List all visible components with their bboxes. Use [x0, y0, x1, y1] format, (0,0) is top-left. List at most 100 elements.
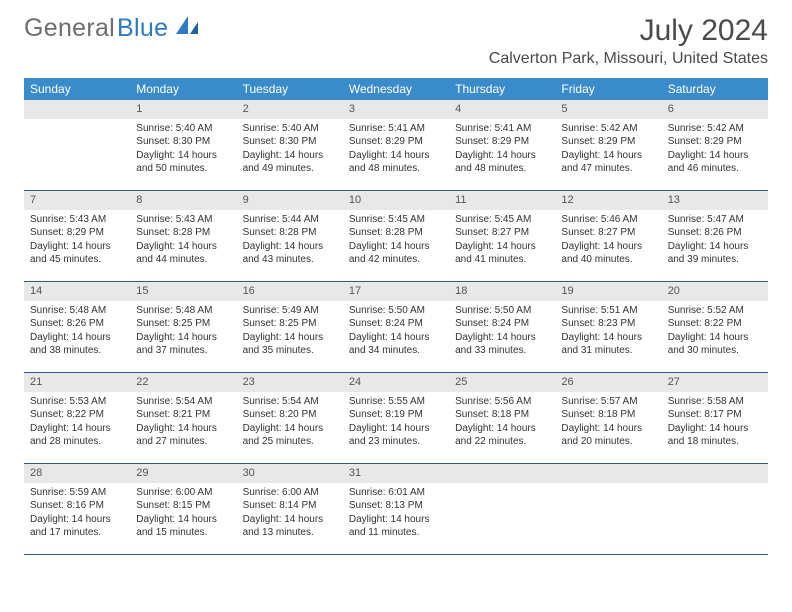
calendar-day-cell: 29Sunrise: 6:00 AMSunset: 8:15 PMDayligh…	[130, 464, 236, 554]
day-detail-line: Sunset: 8:17 PM	[668, 408, 762, 422]
calendar-day-cell: 4Sunrise: 5:41 AMSunset: 8:29 PMDaylight…	[449, 100, 555, 190]
day-detail-line: and 11 minutes.	[349, 526, 443, 540]
day-detail-line: Sunrise: 5:56 AM	[455, 395, 549, 409]
day-detail-line: Daylight: 14 hours	[561, 331, 655, 345]
calendar-header-cell: Tuesday	[237, 78, 343, 100]
day-detail-line: Sunrise: 5:51 AM	[561, 304, 655, 318]
day-number: 9	[237, 191, 343, 210]
day-detail-line: Sunset: 8:13 PM	[349, 499, 443, 513]
day-detail-line: Daylight: 14 hours	[349, 331, 443, 345]
calendar-header-cell: Monday	[130, 78, 236, 100]
calendar-day-cell: 9Sunrise: 5:44 AMSunset: 8:28 PMDaylight…	[237, 191, 343, 281]
day-detail-line: and 38 minutes.	[30, 344, 124, 358]
calendar-day-cell: 11Sunrise: 5:45 AMSunset: 8:27 PMDayligh…	[449, 191, 555, 281]
calendar-day-cell: 3Sunrise: 5:41 AMSunset: 8:29 PMDaylight…	[343, 100, 449, 190]
logo: GeneralBlue	[24, 14, 200, 43]
calendar-day-cell: 6Sunrise: 5:42 AMSunset: 8:29 PMDaylight…	[662, 100, 768, 190]
day-detail-line: and 45 minutes.	[30, 253, 124, 267]
day-number: 15	[130, 282, 236, 301]
day-detail-line: Sunset: 8:19 PM	[349, 408, 443, 422]
day-detail-line: Daylight: 14 hours	[30, 513, 124, 527]
day-detail-line: Sunset: 8:29 PM	[455, 135, 549, 149]
day-detail-line: Daylight: 14 hours	[349, 513, 443, 527]
day-number: 27	[662, 373, 768, 392]
day-detail-line: Sunset: 8:25 PM	[136, 317, 230, 331]
logo-text-b: Blue	[117, 14, 168, 43]
day-detail-line: and 37 minutes.	[136, 344, 230, 358]
day-detail-line: Sunrise: 5:42 AM	[668, 122, 762, 136]
calendar-header-row: SundayMondayTuesdayWednesdayThursdayFrid…	[24, 78, 768, 100]
day-detail-line: and 30 minutes.	[668, 344, 762, 358]
day-detail-line: Sunset: 8:16 PM	[30, 499, 124, 513]
day-detail-line: Daylight: 14 hours	[668, 331, 762, 345]
day-detail-line: and 27 minutes.	[136, 435, 230, 449]
day-number: 14	[24, 282, 130, 301]
day-detail-line: Sunrise: 5:48 AM	[30, 304, 124, 318]
page-subtitle: Calverton Park, Missouri, United States	[24, 50, 768, 68]
day-detail-line: Daylight: 14 hours	[455, 240, 549, 254]
calendar-header-cell: Wednesday	[343, 78, 449, 100]
day-number-empty	[555, 464, 661, 483]
day-detail-line: Daylight: 14 hours	[243, 422, 337, 436]
day-detail-line: and 48 minutes.	[455, 162, 549, 176]
day-detail-line: Daylight: 14 hours	[668, 422, 762, 436]
day-detail-line: Sunset: 8:18 PM	[455, 408, 549, 422]
calendar-week-row: 21Sunrise: 5:53 AMSunset: 8:22 PMDayligh…	[24, 373, 768, 464]
day-detail-line: Sunset: 8:30 PM	[243, 135, 337, 149]
day-detail-line: Daylight: 14 hours	[136, 422, 230, 436]
day-detail-line: Daylight: 14 hours	[455, 422, 549, 436]
day-detail-line: Sunrise: 5:45 AM	[349, 213, 443, 227]
calendar-day-cell: 22Sunrise: 5:54 AMSunset: 8:21 PMDayligh…	[130, 373, 236, 463]
calendar-day-empty	[555, 464, 661, 554]
calendar-day-cell: 13Sunrise: 5:47 AMSunset: 8:26 PMDayligh…	[662, 191, 768, 281]
calendar-day-cell: 19Sunrise: 5:51 AMSunset: 8:23 PMDayligh…	[555, 282, 661, 372]
calendar-week-row: 7Sunrise: 5:43 AMSunset: 8:29 PMDaylight…	[24, 191, 768, 282]
calendar-header-cell: Thursday	[449, 78, 555, 100]
calendar-body: 1Sunrise: 5:40 AMSunset: 8:30 PMDaylight…	[24, 100, 768, 555]
day-detail-line: and 15 minutes.	[136, 526, 230, 540]
calendar-day-cell: 8Sunrise: 5:43 AMSunset: 8:28 PMDaylight…	[130, 191, 236, 281]
day-detail-line: Sunset: 8:27 PM	[561, 226, 655, 240]
day-detail-line: Sunrise: 5:48 AM	[136, 304, 230, 318]
day-detail-line: Sunset: 8:28 PM	[243, 226, 337, 240]
calendar-day-cell: 14Sunrise: 5:48 AMSunset: 8:26 PMDayligh…	[24, 282, 130, 372]
day-detail-line: Sunrise: 5:43 AM	[30, 213, 124, 227]
day-detail-line: Daylight: 14 hours	[561, 149, 655, 163]
calendar-week-row: 28Sunrise: 5:59 AMSunset: 8:16 PMDayligh…	[24, 464, 768, 555]
day-detail-line: Sunrise: 6:01 AM	[349, 486, 443, 500]
calendar-header-cell: Sunday	[24, 78, 130, 100]
day-detail-line: Sunrise: 6:00 AM	[136, 486, 230, 500]
calendar-day-cell: 24Sunrise: 5:55 AMSunset: 8:19 PMDayligh…	[343, 373, 449, 463]
day-detail-line: and 35 minutes.	[243, 344, 337, 358]
day-detail-line: and 39 minutes.	[668, 253, 762, 267]
calendar-day-cell: 31Sunrise: 6:01 AMSunset: 8:13 PMDayligh…	[343, 464, 449, 554]
day-detail-line: and 34 minutes.	[349, 344, 443, 358]
day-detail-line: Sunset: 8:29 PM	[668, 135, 762, 149]
calendar-day-cell: 25Sunrise: 5:56 AMSunset: 8:18 PMDayligh…	[449, 373, 555, 463]
day-detail-line: Sunrise: 5:45 AM	[455, 213, 549, 227]
day-detail-line: Sunset: 8:23 PM	[561, 317, 655, 331]
day-detail-line: Sunrise: 5:52 AM	[668, 304, 762, 318]
day-detail-line: Sunrise: 5:40 AM	[243, 122, 337, 136]
day-detail-line: Sunrise: 5:59 AM	[30, 486, 124, 500]
day-detail-line: Sunrise: 6:00 AM	[243, 486, 337, 500]
day-detail-line: Daylight: 14 hours	[455, 331, 549, 345]
day-detail-line: and 48 minutes.	[349, 162, 443, 176]
day-number: 3	[343, 100, 449, 119]
calendar-day-empty	[662, 464, 768, 554]
day-number: 12	[555, 191, 661, 210]
day-detail-line: Daylight: 14 hours	[561, 240, 655, 254]
day-detail-line: and 41 minutes.	[455, 253, 549, 267]
calendar-day-cell: 18Sunrise: 5:50 AMSunset: 8:24 PMDayligh…	[449, 282, 555, 372]
day-detail-line: Daylight: 14 hours	[30, 240, 124, 254]
day-detail-line: Daylight: 14 hours	[561, 422, 655, 436]
day-number: 10	[343, 191, 449, 210]
day-detail-line: Sunset: 8:26 PM	[30, 317, 124, 331]
day-detail-line: and 13 minutes.	[243, 526, 337, 540]
logo-sail-icon	[174, 14, 200, 43]
day-detail-line: Daylight: 14 hours	[243, 149, 337, 163]
calendar-day-cell: 7Sunrise: 5:43 AMSunset: 8:29 PMDaylight…	[24, 191, 130, 281]
day-detail-line: Sunrise: 5:40 AM	[136, 122, 230, 136]
day-detail-line: and 47 minutes.	[561, 162, 655, 176]
day-detail-line: Sunset: 8:24 PM	[455, 317, 549, 331]
